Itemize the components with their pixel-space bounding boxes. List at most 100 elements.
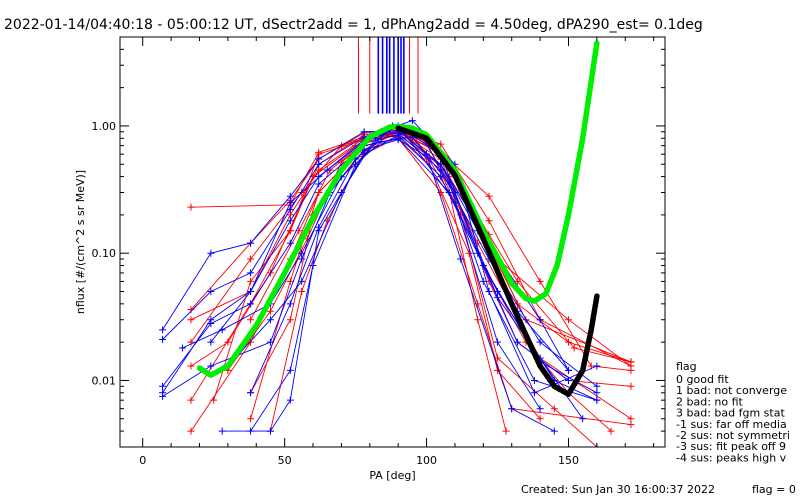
data-point-marker	[627, 358, 635, 366]
data-point-marker	[513, 338, 521, 346]
data-point-marker	[502, 427, 510, 435]
data-point-marker	[187, 396, 195, 404]
data-point-marker	[207, 288, 215, 296]
plot-area	[159, 37, 635, 447]
y-tick-label: 1.00	[92, 120, 117, 133]
data-point-marker	[530, 389, 538, 397]
data-point-marker	[298, 288, 306, 296]
data-point-marker	[247, 300, 255, 308]
data-point-marker	[187, 203, 195, 211]
data-point-marker	[298, 249, 306, 257]
x-tick-label: 150	[558, 454, 579, 467]
data-point-marker	[247, 288, 255, 296]
series-line-blue-23	[250, 131, 584, 420]
data-point-marker	[536, 277, 544, 285]
data-point-marker	[564, 316, 572, 324]
data-point-marker	[494, 338, 502, 346]
data-point-marker	[159, 392, 167, 400]
data-point-marker	[508, 405, 516, 413]
data-point-marker	[207, 320, 215, 328]
data-point-marker	[187, 427, 195, 435]
data-point-marker	[564, 366, 572, 374]
data-point-marker	[247, 269, 255, 277]
data-point-marker	[266, 316, 274, 324]
data-point-marker	[286, 366, 294, 374]
y-tick-label: 0.01	[92, 374, 117, 387]
data-point-marker	[247, 415, 255, 423]
created-timestamp: Created: Sun Jan 30 16:00:37 2022	[521, 483, 715, 496]
legend-item: 3 bad: bad fgm stat	[676, 407, 785, 420]
data-point-marker	[530, 376, 538, 384]
data-point-marker	[178, 344, 186, 352]
data-point-marker	[579, 415, 587, 423]
data-point-marker	[207, 338, 215, 346]
data-point-marker	[286, 300, 294, 308]
data-point-marker	[451, 199, 459, 207]
y-tick-label: 0.10	[92, 247, 117, 260]
data-point-marker	[513, 300, 521, 308]
data-point-marker	[550, 427, 558, 435]
legend-title: flag	[676, 360, 697, 373]
data-point-marker	[266, 427, 274, 435]
data-point-marker	[323, 166, 331, 174]
legend-item: -3 sus: fit peak off 9	[676, 440, 786, 453]
data-point-marker	[408, 117, 416, 125]
data-point-marker	[465, 249, 473, 257]
series-line-red-4	[190, 137, 631, 432]
data-point-marker	[570, 344, 578, 352]
data-point-marker	[451, 188, 459, 196]
fit-curve-black	[395, 125, 600, 397]
data-point-marker	[536, 316, 544, 324]
data-point-marker	[159, 382, 167, 390]
data-point-marker	[286, 192, 294, 200]
series-line-red-9	[190, 134, 632, 363]
data-point-marker	[536, 405, 544, 413]
data-point-marker	[564, 376, 572, 384]
vertical-lines-layer	[357, 37, 419, 114]
data-point-marker	[187, 316, 195, 324]
plot-frame	[119, 36, 666, 448]
legend-item: -1 sus: far off media	[676, 418, 787, 431]
data-point-marker	[337, 188, 345, 196]
data-point-marker	[298, 277, 306, 285]
data-point-marker	[485, 288, 493, 296]
data-point-marker	[247, 389, 255, 397]
data-point-marker	[187, 362, 195, 370]
series-line-red-5	[213, 132, 631, 401]
chart-title: 2022-01-14/04:40:18 - 05:00:12 UT, dSect…	[4, 17, 703, 33]
data-point-marker	[457, 255, 465, 263]
data-point-marker	[315, 180, 323, 188]
data-point-marker	[536, 338, 544, 346]
data-point-marker	[494, 293, 502, 301]
data-point-marker	[593, 362, 601, 370]
data-point-marker	[474, 316, 482, 324]
data-point-marker	[494, 354, 502, 362]
legend-item: -4 sus: peaks high v	[676, 451, 787, 464]
data-point-marker	[286, 277, 294, 285]
data-point-marker	[474, 300, 482, 308]
data-point-marker	[437, 140, 445, 148]
flag-legend: flag 0 good fit 1 bad: not converge 2 ba…	[676, 360, 790, 464]
fit-curves-layer	[196, 40, 600, 397]
x-axis-label: PA [deg]	[369, 469, 415, 482]
data-point-marker	[159, 335, 167, 343]
data-point-marker	[286, 316, 294, 324]
data-point-marker	[286, 239, 294, 247]
data-point-marker	[536, 415, 544, 423]
data-point-marker	[315, 160, 323, 168]
data-point-marker	[247, 316, 255, 324]
data-point-marker	[627, 415, 635, 423]
data-point-marker	[266, 307, 274, 315]
data-point-marker	[593, 389, 601, 397]
axes: 0 50 100 150 0.01 0.10 1.00	[92, 36, 665, 467]
data-point-marker	[247, 255, 255, 263]
legend-item: 2 bad: no fit	[676, 395, 744, 408]
data-point-marker	[423, 150, 431, 158]
data-point-marker	[286, 396, 294, 404]
data-point-marker	[159, 326, 167, 334]
legend-item: -2 sus: not symmetri	[676, 429, 790, 442]
data-point-marker	[550, 405, 558, 413]
data-point-marker	[218, 427, 226, 435]
flag-status: flag = 0	[752, 483, 796, 496]
